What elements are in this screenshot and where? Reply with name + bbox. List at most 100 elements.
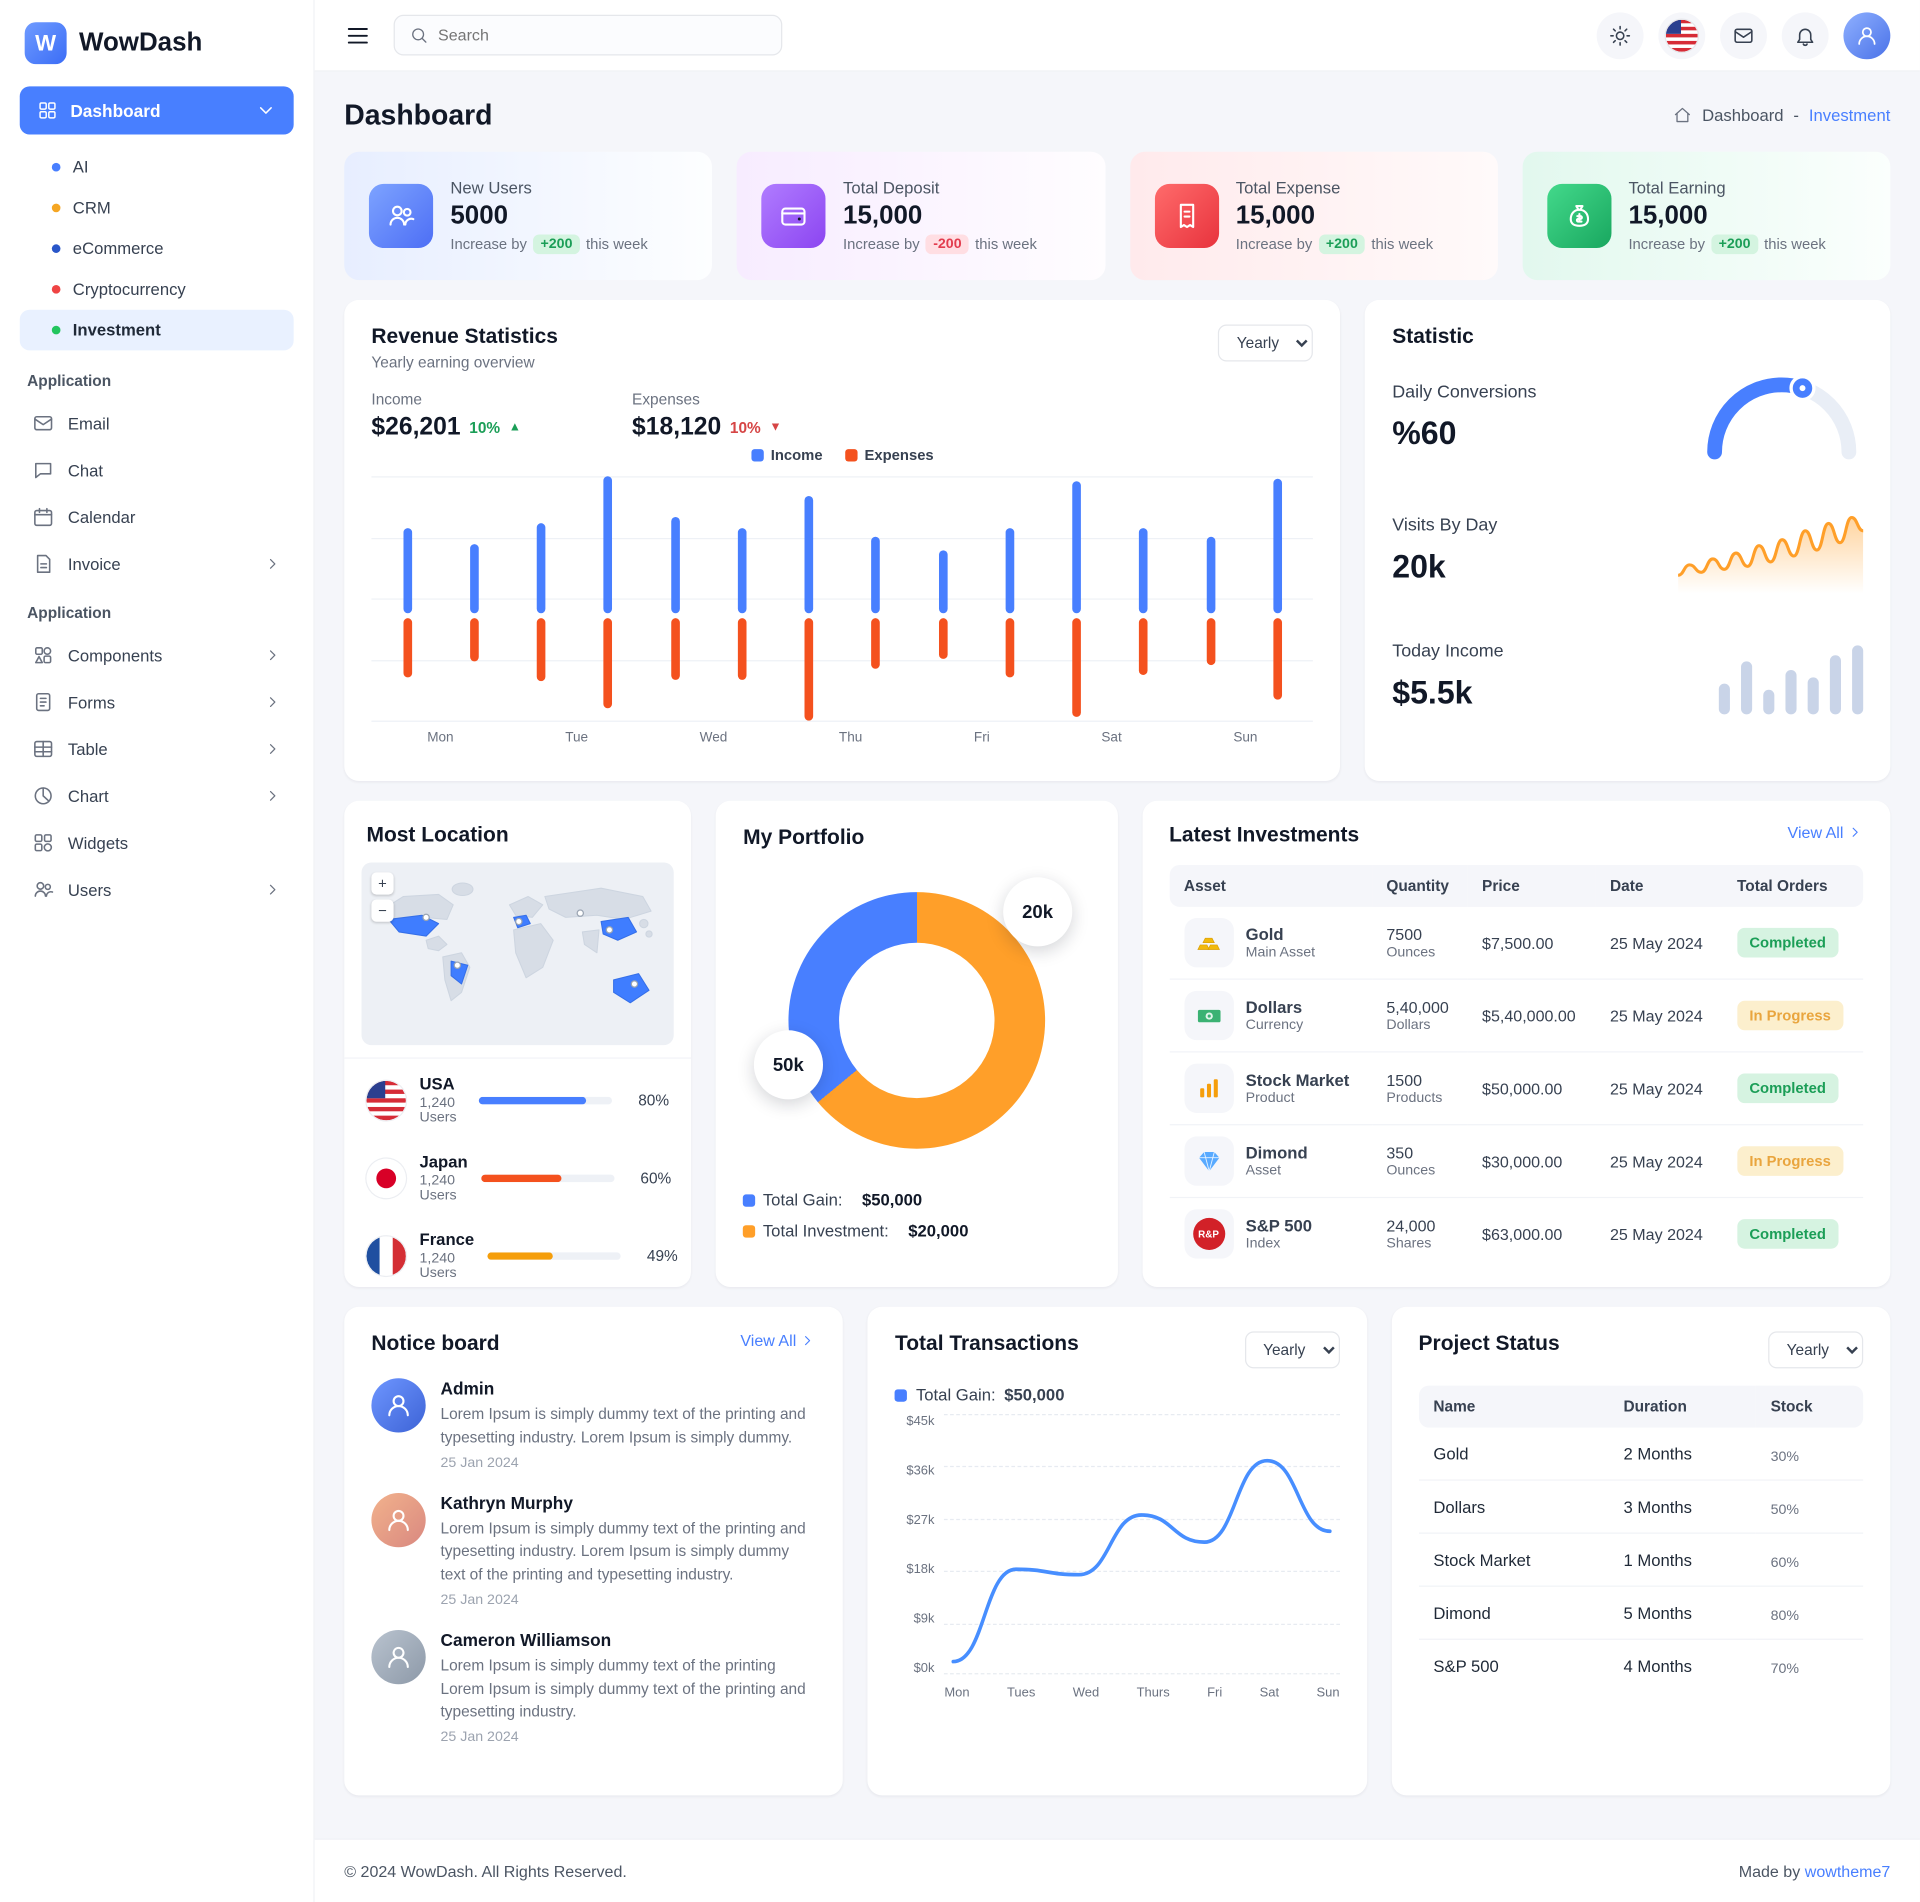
sidebar-item-cryptocurrency[interactable]: Cryptocurrency — [20, 269, 294, 310]
chevron-right-icon — [264, 647, 281, 664]
y-axis-labels: $45k $36k $27k $18k $9k $0k — [906, 1414, 935, 1676]
avatar — [371, 1629, 426, 1684]
sidebar-item-widgets[interactable]: Widgets — [20, 819, 294, 866]
sidebar-item-crm[interactable]: CRM — [20, 188, 294, 229]
income-summary: Income $26,201 10% ▲ — [371, 391, 521, 441]
sidebar-item-label: Calendar — [67, 507, 136, 527]
stat-card-total-expense: Total Expense 15,000 Increase by +200 this… — [1129, 151, 1498, 281]
view-all-link[interactable]: View All — [740, 1331, 816, 1350]
transactions-period-select[interactable]: Yearly — [1244, 1331, 1340, 1369]
card-subtitle: Yearly earning overview — [371, 354, 535, 372]
price-cell: $7,500.00 — [1467, 906, 1596, 980]
donut-label-50k: 50k — [753, 1030, 823, 1100]
chevron-right-icon — [264, 555, 281, 572]
stat-change: Increase by +200 this week — [1235, 233, 1434, 254]
sidebar-item-label: Cryptocurrency — [72, 280, 186, 299]
sidebar-section-2: Components Forms Table Chart Widgets Use… — [20, 632, 294, 913]
card-title: Most Location — [366, 823, 509, 847]
sidebar-item-table[interactable]: Table — [20, 726, 294, 773]
map-zoom-out-button[interactable]: − — [371, 899, 394, 922]
column-header: Quantity — [1371, 864, 1468, 907]
sidebar-item-investment[interactable]: Investment — [19, 309, 294, 351]
home-icon — [1674, 106, 1693, 125]
topbar-actions — [1596, 11, 1891, 59]
most-location-card: Most Location — [344, 800, 692, 1287]
revenue-bar-pair — [1271, 476, 1283, 720]
sidebar-item-components[interactable]: Components — [20, 632, 294, 679]
sidebar-item-invoice[interactable]: Invoice — [20, 540, 294, 587]
table-row: Dimond Asset 350 Ounces $30,000.00 25 May … — [1169, 1124, 1864, 1199]
progress-bar — [481, 1174, 615, 1182]
donut-label-20k: 20k — [1003, 877, 1073, 947]
table-icon — [32, 738, 54, 760]
world-map[interactable]: + − — [361, 862, 675, 1046]
sidebar-toggle-button[interactable] — [344, 22, 371, 49]
revenue-bar-pair — [736, 476, 748, 720]
sidebar-item-email[interactable]: Email — [20, 400, 294, 447]
dollars-icon — [1183, 990, 1234, 1041]
daily-conversions-row: Daily Conversions %60 — [1392, 349, 1863, 485]
breadcrumb-separator: - — [1793, 106, 1799, 125]
portfolio-legend: Total Gain: $50,000 Total Investment: $2… — [743, 1191, 1090, 1240]
stat-cards: New Users 5000 Increase by +200 this week … — [344, 151, 1891, 281]
app-logo[interactable]: W WowDash — [20, 17, 294, 86]
table-row: Stock Market Product 1500 Products $50,000… — [1169, 1051, 1864, 1126]
dot-icon — [51, 325, 61, 335]
card-title: Project Status — [1418, 1331, 1560, 1355]
chevron-right-icon — [800, 1333, 816, 1349]
stat-value: 15,000 — [1628, 200, 1708, 229]
today-income-row: Today Income $5.5k — [1392, 616, 1864, 737]
latest-investments-card: Latest Investments View All Asset Quanti… — [1141, 800, 1891, 1287]
column-header: Duration — [1608, 1385, 1756, 1428]
income-value: $26,201 — [371, 413, 461, 441]
map-zoom-in-button[interactable]: + — [371, 872, 394, 895]
notice-board-card: Notice board View All Admin Lorem Ipsum … — [344, 1306, 844, 1796]
notifications-button[interactable] — [1781, 11, 1829, 59]
sidebar-item-users[interactable]: Users — [20, 866, 294, 913]
gain-legend-swatch — [743, 1193, 756, 1207]
sidebar-item-calendar[interactable]: Calendar — [20, 494, 294, 541]
messages-button[interactable] — [1720, 11, 1767, 59]
project-period-select[interactable]: Yearly — [1768, 1331, 1864, 1369]
sidebar-item-label: Forms — [67, 692, 116, 712]
stat-value: 15,000 — [1235, 200, 1316, 229]
sidebar-item-label: AI — [72, 157, 89, 177]
card-title: Latest Investments — [1169, 823, 1360, 847]
total-investment-value: $20,000 — [908, 1221, 969, 1241]
sidebar-item-dashboard[interactable]: Dashboard — [19, 86, 294, 135]
theme-toggle-button[interactable] — [1596, 11, 1644, 59]
view-all-link[interactable]: View All — [1788, 823, 1864, 842]
user-avatar[interactable] — [1843, 11, 1891, 59]
sidebar-item-label: Widgets — [67, 833, 129, 853]
revenue-period-select[interactable]: Yearly — [1218, 324, 1314, 362]
language-button[interactable] — [1658, 11, 1706, 59]
search-input[interactable] — [438, 25, 767, 45]
total-gain-value: $50,000 — [861, 1190, 923, 1210]
breadcrumb: Dashboard - Investment — [1674, 106, 1891, 125]
copyright: © 2024 WowDash. All Rights Reserved. — [344, 1861, 627, 1881]
revenue-bar-pair — [602, 476, 614, 720]
invoice-icon — [32, 553, 54, 575]
revenue-bar-pair — [468, 476, 480, 720]
investment-legend-swatch — [743, 1224, 756, 1237]
sidebar-item-forms[interactable]: Forms — [20, 679, 294, 726]
sidebar-item-chart[interactable]: Chart — [20, 772, 294, 819]
income-change: 10% — [469, 418, 501, 437]
list-item-japan: Japan 1,240 Users 60% — [366, 1139, 671, 1217]
project-status-card: Project Status Yearly Name Duration Stoc… — [1391, 1306, 1891, 1796]
avatar — [371, 1492, 426, 1547]
sidebar-item-chat[interactable]: Chat — [20, 447, 294, 494]
revenue-bar-pair — [1003, 476, 1015, 720]
usa-flag-icon — [366, 1080, 406, 1120]
sidebar-item-ai[interactable]: AI — [20, 147, 294, 188]
breadcrumb-home[interactable]: Dashboard — [1702, 106, 1784, 125]
revenue-statistics-card: Revenue Statistics Yearly earning overvi… — [344, 299, 1341, 782]
sidebar-item-ecommerce[interactable]: eCommerce — [20, 228, 294, 269]
breadcrumb-current: Investment — [1808, 106, 1891, 125]
date-cell: 25 May 2024 — [1595, 979, 1723, 1053]
wowtheme7-link[interactable]: wowtheme7 — [1804, 1861, 1891, 1881]
table-row: S&P 500 4 Months 70% — [1433, 1656, 1800, 1677]
dashboard-icon — [37, 100, 58, 121]
sidebar-section-1: Email Chat Calendar Invoice — [20, 400, 294, 588]
chevron-right-icon — [264, 740, 281, 757]
